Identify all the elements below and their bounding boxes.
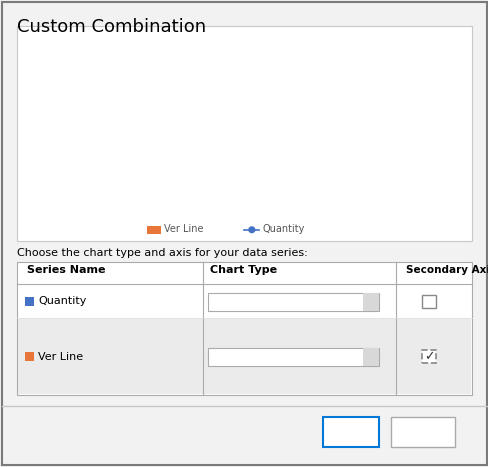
Text: OK: OK	[341, 426, 359, 439]
Text: Custom Combination: Custom Combination	[17, 18, 206, 36]
Title: Chart Title: Chart Title	[202, 28, 282, 43]
Text: Choose the chart type and axis for your data series:: Choose the chart type and axis for your …	[17, 248, 307, 258]
Bar	[59, 74, 76, 205]
Text: Line with Markers: Line with Markers	[212, 296, 299, 306]
Text: ✓: ✓	[423, 350, 434, 363]
Text: Clustered Column: Clustered Column	[212, 352, 299, 361]
Text: ⌄: ⌄	[366, 352, 375, 361]
Text: ⌄: ⌄	[366, 296, 375, 306]
Text: Cancel: Cancel	[401, 426, 444, 439]
Text: Chart Type: Chart Type	[210, 265, 277, 275]
Text: Ver Line: Ver Line	[164, 224, 203, 234]
Text: Secondary Axis: Secondary Axis	[405, 265, 488, 275]
Text: Quantity: Quantity	[262, 224, 304, 234]
Text: Series Name: Series Name	[27, 265, 105, 275]
Text: Ver Line: Ver Line	[38, 352, 83, 361]
Text: Quantity: Quantity	[38, 296, 86, 306]
